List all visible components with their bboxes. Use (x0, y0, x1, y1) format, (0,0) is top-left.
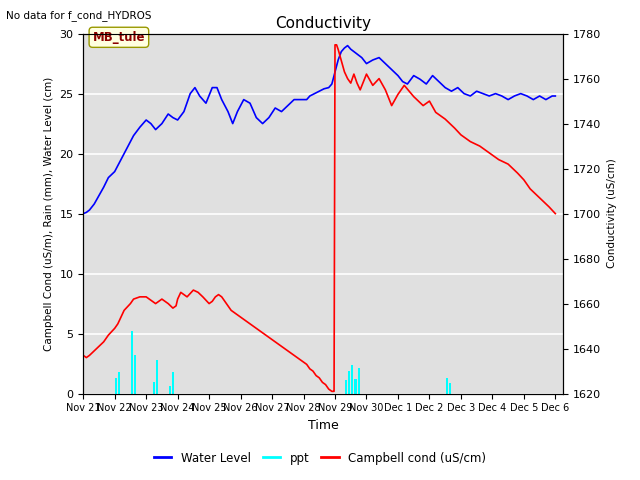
Bar (449, 383, 451, 394)
Bar (348, 371, 350, 394)
Text: No data for f_cond_HYDROS: No data for f_cond_HYDROS (6, 10, 152, 21)
Bar (134, 355, 136, 394)
X-axis label: Time: Time (308, 419, 339, 432)
Bar (115, 378, 117, 394)
Text: MB_tule: MB_tule (93, 31, 145, 44)
Bar (358, 369, 360, 394)
Y-axis label: Campbell Cond (uS/m), Rain (mm), Water Level (cm): Campbell Cond (uS/m), Rain (mm), Water L… (44, 76, 54, 351)
Bar (351, 365, 353, 394)
Legend: Water Level, ppt, Campbell cond (uS/cm): Water Level, ppt, Campbell cond (uS/cm) (149, 447, 491, 469)
Bar (153, 382, 155, 394)
Title: Conductivity: Conductivity (275, 16, 371, 31)
Bar (156, 360, 158, 394)
Bar (445, 378, 448, 394)
Bar (169, 386, 171, 394)
Y-axis label: Conductivity (uS/cm): Conductivity (uS/cm) (607, 159, 617, 268)
Bar (345, 380, 347, 394)
Bar (118, 372, 120, 394)
Bar (355, 379, 356, 394)
Bar (131, 331, 133, 394)
Bar (172, 372, 174, 394)
